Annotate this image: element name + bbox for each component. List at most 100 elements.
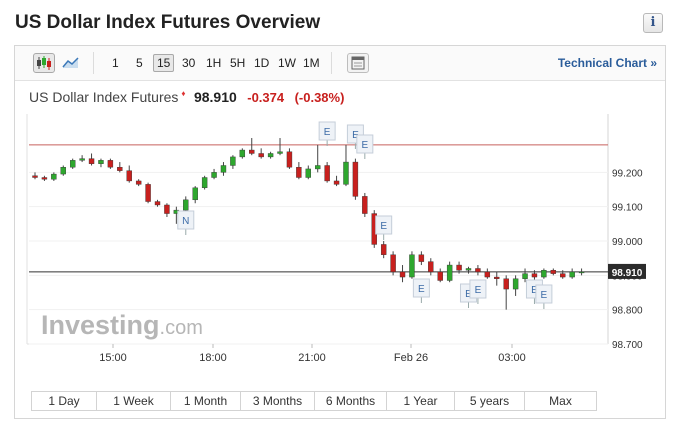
candle <box>418 254 425 262</box>
event-marker[interactable]: E <box>535 284 553 309</box>
interval-1m[interactable]: 1M <box>303 56 320 70</box>
candle <box>475 268 481 273</box>
candle <box>41 177 48 180</box>
candle <box>446 264 453 281</box>
range-6-months[interactable]: 6 Months <box>315 391 387 411</box>
candle <box>117 167 123 171</box>
svg-text:N: N <box>182 216 189 227</box>
x-tick-label: Feb 26 <box>394 352 428 364</box>
chart-toolbar: 1 5 15 30 1H 5H 1D 1W 1M Technical Chart… <box>15 46 665 81</box>
candle <box>258 153 264 158</box>
candle <box>305 168 311 178</box>
candle <box>522 273 528 279</box>
svg-text:E: E <box>465 289 472 300</box>
instrument-name: US Dollar Index Futures <box>29 89 179 105</box>
x-tick-label: 15:00 <box>99 352 127 364</box>
alert-flag-icon: ♦ <box>181 89 186 98</box>
svg-text:E: E <box>418 284 425 295</box>
svg-text:E: E <box>475 285 482 296</box>
candlestick-icon[interactable] <box>33 53 55 73</box>
range-1-year[interactable]: 1 Year <box>387 391 455 411</box>
y-tick-label: 99.100 <box>612 203 643 214</box>
candle <box>362 196 368 214</box>
svg-text:E: E <box>361 140 368 151</box>
y-tick-label: 98.700 <box>612 340 643 351</box>
price-change: -0.374 <box>247 90 285 105</box>
candle <box>456 264 462 271</box>
price-chart[interactable]: Investing.com E EEN EE E E E E 99.20099.10099.… <box>15 46 665 386</box>
toolbar-divider <box>93 52 94 74</box>
range-max[interactable]: Max <box>525 391 597 411</box>
toolbar-divider <box>331 52 332 74</box>
candle <box>315 165 321 170</box>
candle <box>512 278 519 290</box>
candle <box>399 271 406 278</box>
svg-text:E: E <box>352 130 359 141</box>
technical-chart-link[interactable]: Technical Chart » <box>557 56 657 70</box>
last-price-tag <box>608 263 646 279</box>
x-tick-label: 18:00 <box>199 352 227 364</box>
range-3-months[interactable]: 3 Months <box>241 391 315 411</box>
svg-text:E: E <box>541 290 548 301</box>
candle <box>220 165 227 173</box>
y-tick-label: 99.200 <box>612 168 643 179</box>
candle <box>560 273 566 278</box>
svg-text:E: E <box>324 127 331 138</box>
x-tick-label: 03:00 <box>498 352 526 364</box>
candle <box>494 276 500 279</box>
candle <box>531 273 538 278</box>
interval-5[interactable]: 5 <box>136 56 143 70</box>
range-5-years[interactable]: 5 years <box>455 391 525 411</box>
candle <box>249 149 255 154</box>
candle <box>277 151 283 154</box>
interval-1w[interactable]: 1W <box>278 56 296 70</box>
y-tick-label: 99.000 <box>612 237 643 248</box>
last-price: 98.910 <box>193 89 237 105</box>
candle <box>343 161 349 185</box>
candle <box>569 271 575 278</box>
interval-1h[interactable]: 1H <box>206 56 222 70</box>
candle <box>428 261 434 273</box>
candle <box>135 180 142 185</box>
candle <box>107 160 114 168</box>
price-change-percent: (-0.38%) <box>294 90 345 105</box>
area-chart-icon[interactable] <box>61 53 83 73</box>
watermark-brand: Investing.com <box>41 310 203 340</box>
event-marker[interactable]: E <box>412 278 430 303</box>
candle <box>390 254 396 273</box>
candle <box>550 269 557 274</box>
candle <box>69 160 76 168</box>
candle <box>32 175 38 178</box>
interval-1d[interactable]: 1D <box>254 56 270 70</box>
range-1-day[interactable]: 1 Day <box>31 391 97 411</box>
candle <box>578 271 585 274</box>
candle <box>211 172 217 178</box>
candle <box>145 184 151 202</box>
event-marker[interactable]: E <box>318 121 336 146</box>
candle <box>126 170 132 182</box>
event-marker[interactable]: E <box>375 215 393 240</box>
x-tick-label: 21:00 <box>298 352 326 364</box>
interval-1[interactable]: 1 <box>112 56 119 70</box>
range-1-month[interactable]: 1 Month <box>171 391 241 411</box>
range-1-week[interactable]: 1 Week <box>97 391 171 411</box>
candle <box>88 158 95 164</box>
candle <box>484 271 491 278</box>
candle <box>192 187 198 201</box>
candle <box>154 201 161 206</box>
interval-30[interactable]: 30 <box>182 56 196 70</box>
candle <box>352 161 359 197</box>
interval-15[interactable]: 15 <box>153 54 175 72</box>
interval-5h[interactable]: 5H <box>230 56 246 70</box>
page-title: US Dollar Index Futures Overview <box>15 12 321 33</box>
event-marker[interactable]: E <box>469 279 487 304</box>
candle <box>465 268 472 271</box>
candle <box>286 151 293 168</box>
candle <box>296 167 302 178</box>
event-marker[interactable]: E <box>356 134 374 159</box>
info-icon[interactable]: i <box>643 13 663 33</box>
candle <box>324 165 330 182</box>
event-marker[interactable]: N <box>177 210 195 235</box>
candle <box>267 153 274 158</box>
calendar-icon[interactable] <box>347 53 369 73</box>
